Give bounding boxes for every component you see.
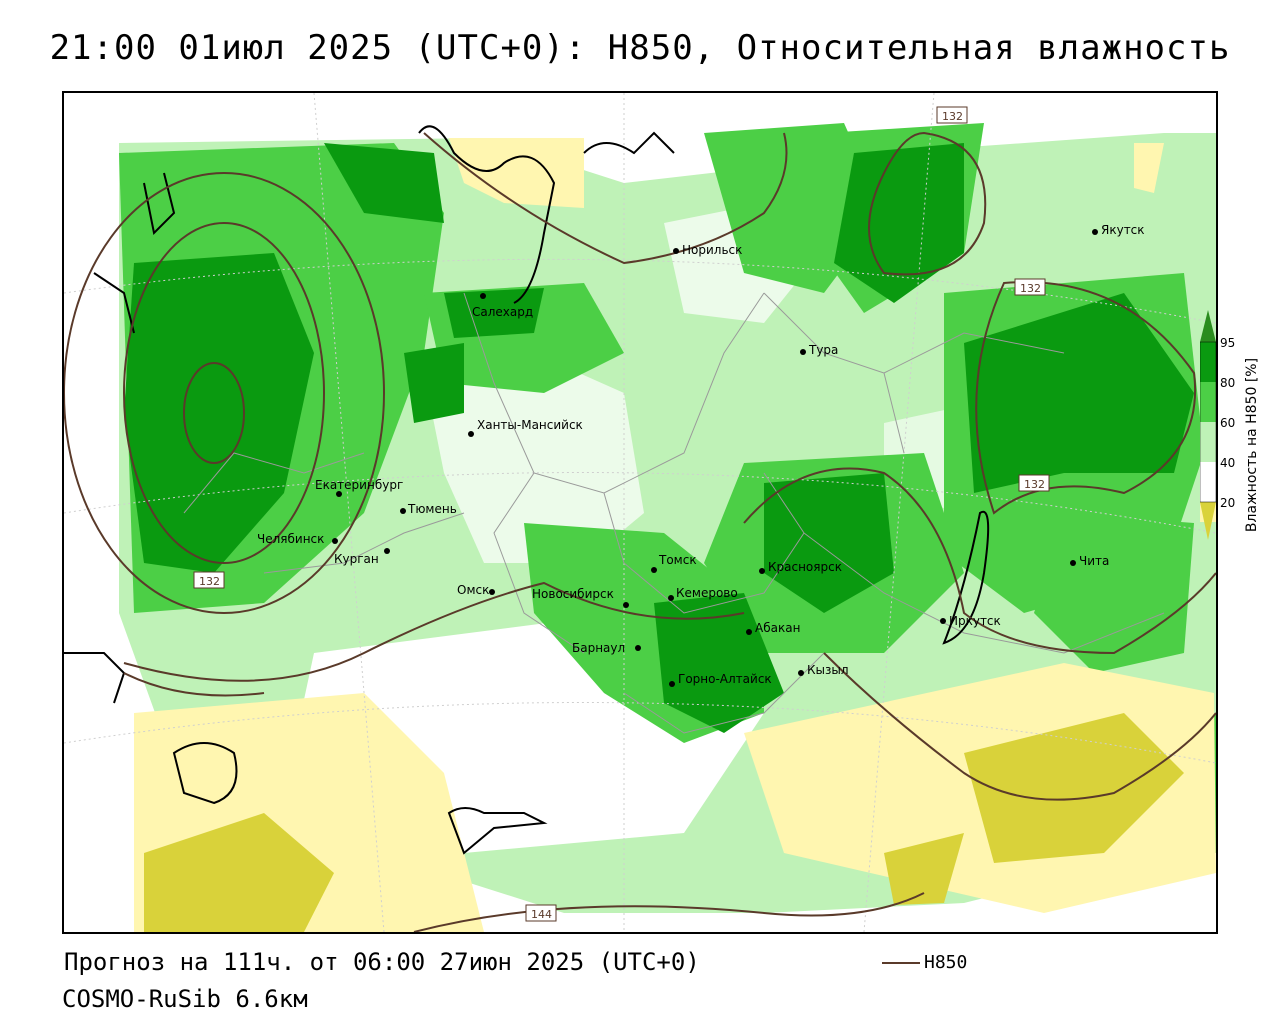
city-dot [623,602,629,608]
city-dot [800,349,806,355]
city-label: Тура [809,343,839,357]
city-label: Красноярск [768,560,842,574]
city-dot [489,589,495,595]
city-label: Норильск [682,243,743,257]
city-label: Новосибирск [532,587,614,601]
city-label: Иркутск [949,614,1001,628]
contour-south [123,581,745,682]
city-label: Чита [1079,554,1110,568]
city-dot [798,670,804,676]
contour-legend-line [882,961,920,964]
contour-low-inner [183,362,245,464]
city-label: Челябинск [257,532,325,546]
contour-label: 132 [199,575,220,588]
city-dot [759,568,765,574]
humidity-fill-layer [119,123,1216,932]
model-name: COSMO-RuSib 6.6км [62,985,308,1013]
city-dot [1092,229,1098,235]
colorbar-bottom-arrow [1200,502,1216,540]
city-dot [673,248,679,254]
contour-legend-label: H850 [924,952,968,973]
city-dot [332,538,338,544]
city-label: Абакан [755,621,801,635]
city-label: Ханты-Мансийск [477,418,583,432]
humidity-map: 132 132 132 132 144 Салехард Норильск Як… [62,91,1218,934]
contour-low-middle [64,172,385,614]
contour-legend: H850 [882,952,967,973]
colorbar-swatches [1200,310,1216,540]
graticule [64,93,1216,932]
contour-label: 132 [1020,282,1041,295]
colorbar-band-60 [1200,422,1216,462]
city-label: Курган [334,552,379,566]
city-label: Тюмень [408,502,457,516]
coastlines [64,125,990,855]
contour-low-outer [123,222,325,564]
colorbar-band-40 [1200,462,1216,502]
city-label: Омск [457,583,490,597]
city-label: Якутск [1101,223,1145,237]
colorbar-band-80 [1200,382,1216,422]
contour-label: 132 [1024,478,1045,491]
colorbar-tick: 60 [1220,416,1236,430]
city-label: Кызыл [807,663,849,677]
city-dot [1070,560,1076,566]
colorbar-tick: 80 [1220,376,1236,390]
city-label: Екатеринбург [315,478,404,492]
city-dot [480,293,486,299]
city-label: Томск [659,553,697,567]
city-label: Салехард [472,305,534,319]
city-label: Горно-Алтайск [678,672,772,686]
city-dot [746,629,752,635]
colorbar-tick: 40 [1220,456,1236,470]
h850-contours [64,131,1216,932]
city-label: Барнаул [572,641,626,655]
colorbar-title-text: Влажность на H850 [%] [1244,357,1260,533]
city-dot [940,618,946,624]
city-label: Кемерово [676,586,738,600]
city-dot [668,595,674,601]
colorbar-tick: 20 [1220,496,1236,510]
city-dot [468,431,474,437]
humidity-colorbar: 95 80 60 40 20 [1200,310,1260,550]
colorbar-band-95 [1200,342,1216,382]
city-dot [651,567,657,573]
region-boundaries [183,292,1165,734]
city-dot [384,548,390,554]
contour-label: 144 [531,908,552,921]
colorbar-top-arrow [1200,310,1216,342]
contour-labels: 132 132 132 132 144 [193,106,1050,922]
city-dot [669,681,675,687]
colorbar-tick: 95 [1220,336,1236,350]
chart-title: 21:00 01июл 2025 (UTC+0): H850, Относите… [49,28,1231,68]
map-canvas: 132 132 132 132 144 [64,93,1216,932]
city-dot [635,645,641,651]
city-dot [336,491,342,497]
contour-label: 132 [942,110,963,123]
colorbar-title: Влажность на H850 [%] [1240,300,1264,590]
forecast-info: Прогноз на 111ч. от 06:00 27июн 2025 (UT… [64,948,700,976]
city-dot [400,508,406,514]
